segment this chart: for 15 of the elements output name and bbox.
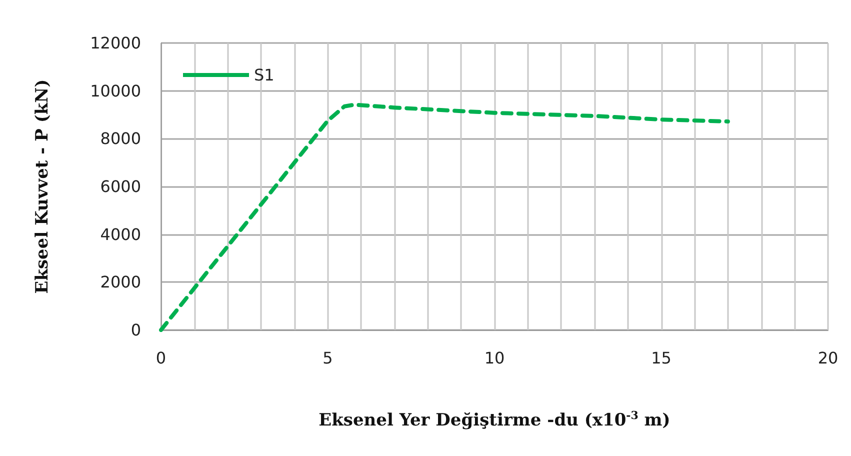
- x-tick-label: 10: [484, 348, 505, 368]
- y-axis-title: Ekseel Kuvvet - P (kN): [32, 79, 52, 294]
- x-tick-label: 5: [322, 348, 333, 368]
- y-tick-label: 10000: [90, 81, 141, 100]
- x-tick-label: 20: [818, 348, 838, 368]
- legend-label: S1: [254, 66, 274, 84]
- x-tick-label: 0: [156, 348, 166, 368]
- y-tick-label: 8000: [100, 129, 141, 148]
- y-tick-label: 4000: [100, 224, 141, 244]
- line-series: [159, 102, 730, 332]
- y-tick-label: 12000: [90, 34, 141, 52]
- y-tick-label: 2000: [100, 272, 141, 292]
- x-tick-label: 15: [651, 348, 672, 368]
- y-tick-label: 0: [130, 320, 141, 340]
- y-tick-label: 6000: [100, 177, 141, 196]
